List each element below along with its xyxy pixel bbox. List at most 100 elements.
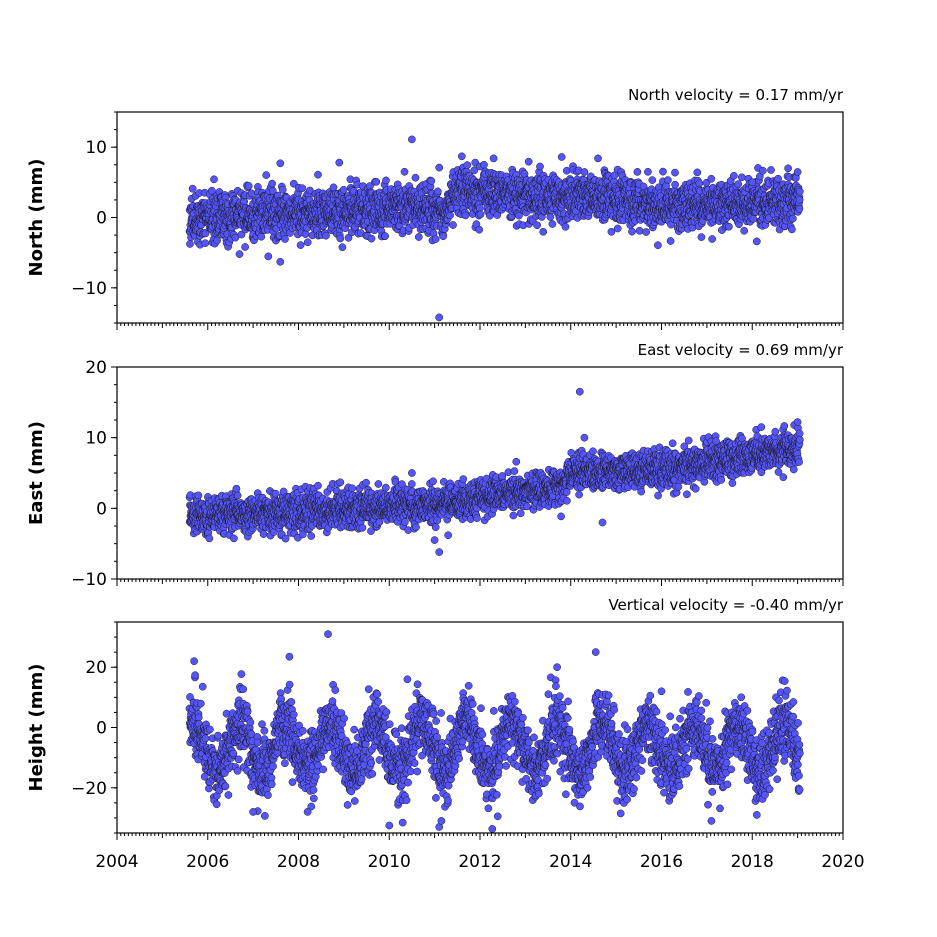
north-data-point bbox=[758, 166, 767, 175]
north-data-point bbox=[666, 237, 675, 245]
north-data-point bbox=[795, 187, 804, 196]
north-data-point bbox=[247, 189, 256, 198]
north-y-tick-label: 0 bbox=[96, 209, 107, 229]
north-data-point bbox=[788, 225, 796, 234]
north-data-point bbox=[306, 186, 314, 195]
north-panel: −10 0 10 North velocity = 0.17 mm/yr North… bbox=[26, 86, 844, 330]
east-data-point bbox=[510, 467, 519, 475]
north-scatter-points bbox=[185, 135, 804, 322]
east-data-point bbox=[205, 534, 214, 543]
north-y-tick-label: −10 bbox=[71, 279, 107, 299]
north-data-point bbox=[536, 162, 544, 171]
north-data-point bbox=[648, 176, 657, 184]
north-data-point bbox=[561, 222, 570, 231]
north-data-point bbox=[188, 184, 197, 193]
north-data-point bbox=[201, 239, 210, 248]
east-data-point bbox=[232, 484, 241, 493]
north-data-point bbox=[613, 224, 622, 233]
east-data-point bbox=[381, 483, 390, 492]
east-data-point bbox=[375, 518, 384, 526]
north-data-point bbox=[784, 164, 792, 173]
north-data-point bbox=[262, 171, 271, 179]
north-y-tick-label: 10 bbox=[85, 138, 107, 158]
north-data-point bbox=[671, 168, 679, 177]
east-data-point bbox=[473, 514, 481, 522]
north-data-point bbox=[213, 236, 221, 245]
north-data-point bbox=[268, 179, 276, 188]
north-velocity-title: North velocity = 0.17 mm/yr bbox=[628, 86, 844, 104]
east-data-point bbox=[233, 491, 242, 500]
north-data-point bbox=[276, 257, 285, 266]
east-data-point bbox=[431, 523, 440, 532]
north-data-point bbox=[737, 173, 746, 182]
north-data-point bbox=[276, 159, 285, 168]
north-data-point bbox=[201, 229, 210, 238]
north-data-point bbox=[642, 228, 650, 236]
north-data-point bbox=[695, 179, 704, 188]
north-data-point bbox=[580, 168, 589, 176]
north-data-point bbox=[207, 186, 216, 195]
north-data-point bbox=[475, 225, 484, 234]
east-data-point bbox=[407, 480, 416, 488]
north-data-point bbox=[335, 158, 344, 167]
north-data-point bbox=[461, 211, 470, 220]
north-data-point bbox=[338, 243, 347, 252]
north-data-point bbox=[654, 241, 662, 250]
east-data-point bbox=[281, 534, 290, 543]
north-data-point bbox=[533, 221, 541, 230]
north-data-point bbox=[314, 170, 322, 179]
north-data-point bbox=[382, 176, 390, 185]
east-data-point bbox=[401, 518, 409, 526]
north-data-point bbox=[628, 227, 636, 236]
east-data-point bbox=[516, 509, 525, 518]
north-y-axis-label: North (mm) bbox=[26, 159, 47, 277]
north-data-point bbox=[730, 171, 738, 180]
north-data-point bbox=[372, 177, 381, 186]
north-data-point bbox=[664, 176, 672, 184]
north-data-point bbox=[278, 185, 287, 194]
north-data-point bbox=[489, 154, 498, 163]
north-data-point bbox=[539, 227, 548, 236]
east-data-point bbox=[230, 534, 238, 543]
east-data-point bbox=[412, 523, 420, 532]
north-data-point bbox=[435, 163, 444, 172]
east-data-point bbox=[336, 478, 345, 487]
east-data-point bbox=[509, 511, 518, 520]
north-data-point bbox=[241, 243, 249, 251]
north-data-point bbox=[439, 232, 448, 241]
north-data-point bbox=[607, 227, 616, 236]
north-data-point bbox=[414, 233, 423, 241]
east-data-point bbox=[194, 491, 203, 500]
east-data-point bbox=[271, 489, 280, 498]
north-data-point bbox=[400, 167, 409, 176]
north-data-point bbox=[795, 195, 804, 204]
north-data-point bbox=[697, 233, 706, 241]
north-data-point bbox=[795, 205, 804, 213]
north-data-point bbox=[671, 180, 679, 189]
north-data-point bbox=[446, 211, 454, 220]
north-data-point bbox=[367, 234, 376, 243]
north-data-point bbox=[303, 238, 312, 247]
north-data-point bbox=[433, 187, 442, 196]
north-data-point bbox=[793, 168, 802, 176]
north-data-point bbox=[707, 174, 716, 183]
north-data-point bbox=[548, 220, 557, 228]
north-data-point bbox=[644, 167, 652, 176]
north-data-point bbox=[562, 166, 571, 175]
north-data-point bbox=[708, 235, 717, 243]
north-data-point bbox=[774, 174, 782, 183]
north-data-point bbox=[734, 180, 743, 188]
north-data-point bbox=[748, 178, 757, 187]
north-data-point bbox=[210, 175, 218, 184]
north-data-point bbox=[693, 168, 702, 177]
north-data-point bbox=[435, 313, 444, 322]
east-data-point bbox=[348, 484, 357, 493]
north-data-point bbox=[594, 154, 602, 163]
north-data-point bbox=[408, 135, 416, 144]
north-data-point bbox=[749, 214, 758, 223]
north-data-point bbox=[659, 167, 667, 176]
north-data-point bbox=[336, 234, 345, 243]
north-data-point bbox=[449, 221, 457, 229]
